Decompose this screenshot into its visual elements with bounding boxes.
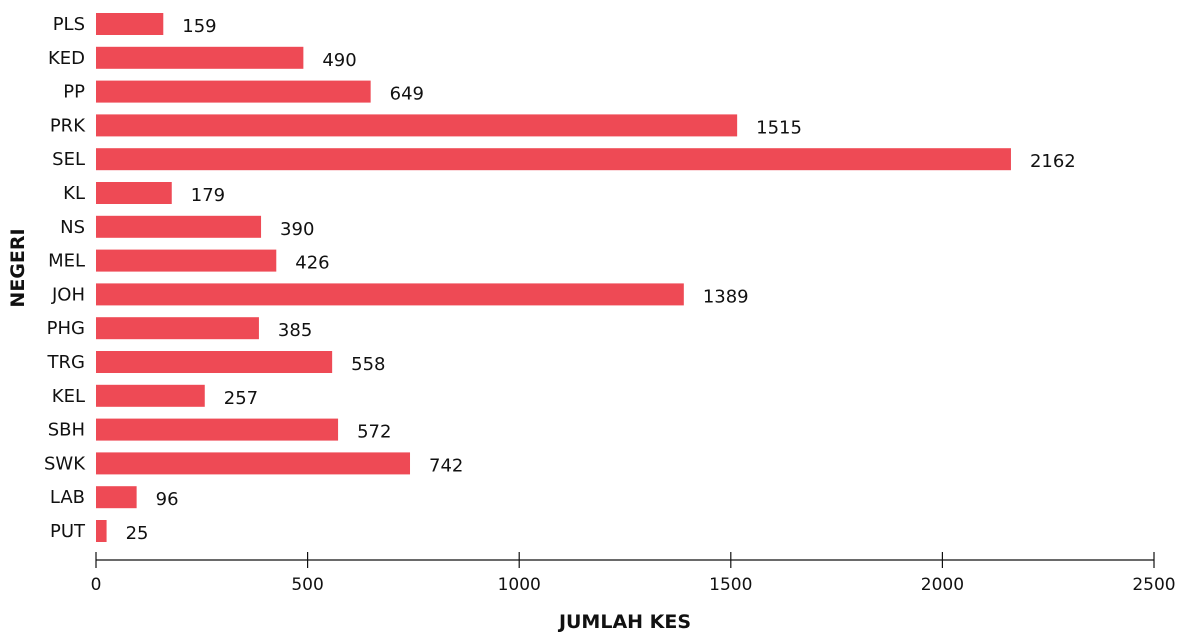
value-label-pls: 159 xyxy=(182,16,216,37)
x-tick-label-1000: 1000 xyxy=(498,575,541,595)
category-label-swk: SWK xyxy=(44,453,86,474)
bar-sel xyxy=(96,148,1011,171)
value-label-mel: 426 xyxy=(295,253,329,274)
value-label-sbh: 572 xyxy=(357,422,391,443)
value-label-ns: 390 xyxy=(280,219,314,240)
bar-kl xyxy=(96,182,172,204)
bar-put xyxy=(96,520,107,542)
bar-phg xyxy=(96,317,259,340)
category-label-pp: PP xyxy=(63,82,85,103)
category-label-kl: KL xyxy=(63,183,85,204)
value-label-prk: 1515 xyxy=(756,117,802,138)
category-label-mel: MEL xyxy=(48,251,85,272)
value-label-lab: 96 xyxy=(156,489,179,510)
bar-pls xyxy=(96,13,164,35)
value-label-kel: 257 xyxy=(224,388,258,409)
bar-lab xyxy=(96,486,137,509)
x-tick-label-2000: 2000 xyxy=(921,575,964,595)
x-axis: 0 500 1000 1500 2000 2500 xyxy=(91,552,1176,595)
value-label-ked: 490 xyxy=(322,50,356,71)
category-label-lab: LAB xyxy=(50,487,85,508)
category-label-put: PUT xyxy=(50,521,86,542)
value-label-pp: 649 xyxy=(390,84,424,105)
bar-pp xyxy=(96,80,371,103)
bar-swk xyxy=(96,452,411,475)
category-label-pls: PLS xyxy=(53,14,85,35)
category-labels: PLS KED PP PRK SEL KL NS MEL JOH PHG TRG KEL SBH SWK L… xyxy=(44,14,86,542)
value-label-phg: 385 xyxy=(278,320,312,341)
x-tick-label-500: 500 xyxy=(291,575,323,595)
category-label-kel: KEL xyxy=(52,386,85,407)
bar-sbh xyxy=(96,418,339,441)
bar-ked xyxy=(96,46,304,69)
x-tick-label-2500: 2500 xyxy=(1132,575,1175,595)
value-label-swk: 742 xyxy=(429,455,463,476)
x-axis-title: JUMLAH KES xyxy=(557,611,691,632)
bar-trg xyxy=(96,351,333,373)
value-label-kl: 179 xyxy=(191,185,225,206)
bars-group xyxy=(96,13,1011,542)
value-labels: 159 490 649 1515 2162 179 390 426 1389 385 558 257 5… xyxy=(126,16,1076,544)
value-label-sel: 2162 xyxy=(1030,151,1076,172)
value-label-put: 25 xyxy=(126,523,149,544)
bar-joh xyxy=(96,283,684,306)
category-label-sbh: SBH xyxy=(48,420,85,441)
category-label-ked: KED xyxy=(48,48,85,69)
x-tick-label-1500: 1500 xyxy=(709,575,752,595)
y-axis-title: NEGERI xyxy=(7,228,29,307)
bar-kel xyxy=(96,384,205,407)
value-label-joh: 1389 xyxy=(703,286,749,307)
bar-ns xyxy=(96,215,262,238)
category-label-phg: PHG xyxy=(47,318,85,339)
bar-mel xyxy=(96,249,277,272)
bar-prk xyxy=(96,114,738,137)
category-label-prk: PRK xyxy=(50,115,86,136)
value-label-trg: 558 xyxy=(351,354,385,375)
category-label-joh: JOH xyxy=(51,284,85,305)
x-tick-label-0: 0 xyxy=(91,575,102,595)
category-label-trg: TRG xyxy=(47,352,85,373)
category-label-ns: NS xyxy=(60,217,85,238)
category-label-sel: SEL xyxy=(52,149,85,170)
